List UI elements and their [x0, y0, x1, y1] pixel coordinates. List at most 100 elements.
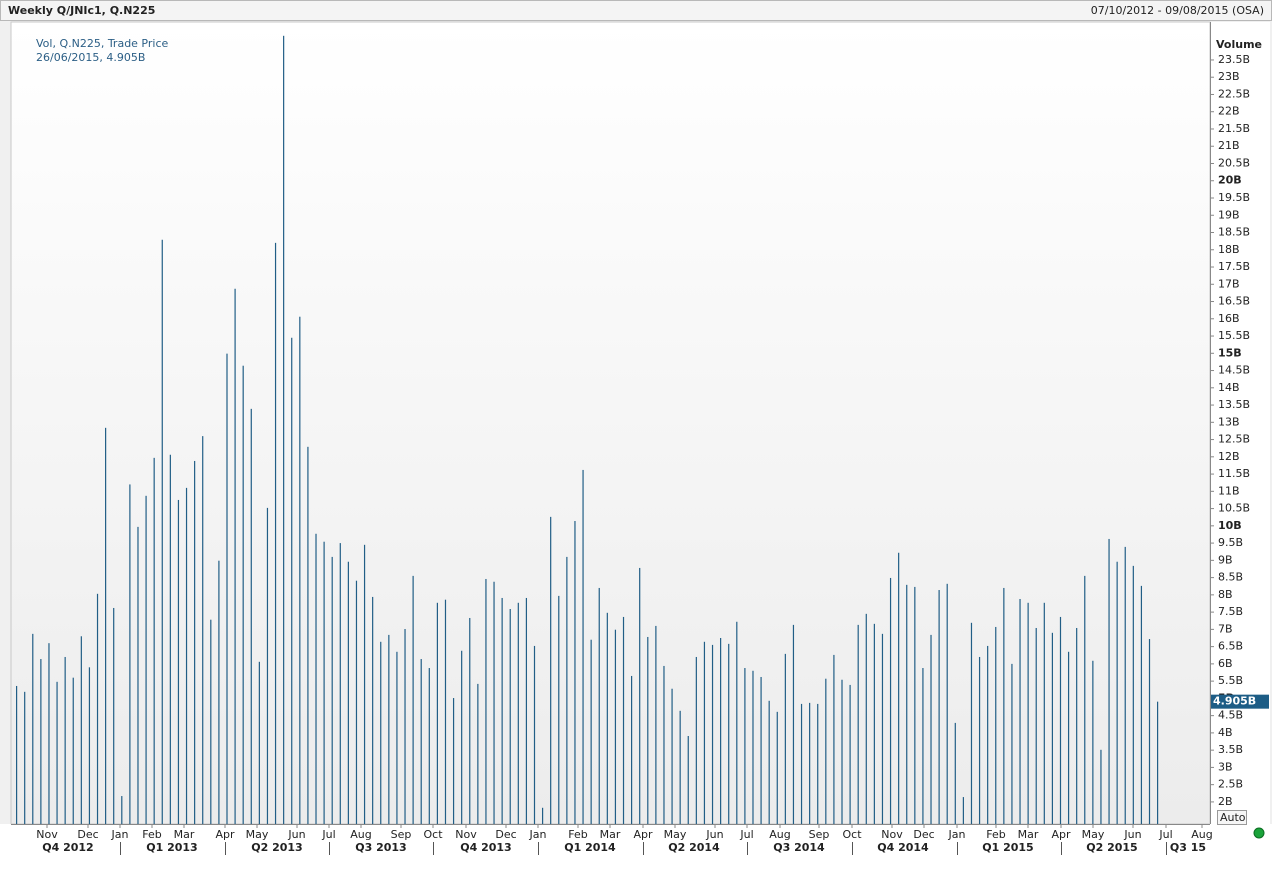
y-tick-label: 19B	[1218, 208, 1240, 221]
y-tick-label: 20.5B	[1218, 156, 1250, 169]
bar	[1003, 587, 1005, 824]
bar	[1011, 663, 1013, 824]
bar	[606, 612, 608, 824]
bar	[970, 622, 973, 824]
quarter-label: Q4 2014	[877, 841, 929, 854]
y-tick-label: 11.5B	[1218, 467, 1250, 480]
bar	[493, 581, 495, 824]
x-tick-label: Dec	[913, 828, 934, 841]
bar	[1124, 546, 1126, 824]
quarter-label: Q4 2013	[460, 841, 511, 854]
bar	[817, 703, 819, 824]
y-tick-label: 2.5B	[1218, 778, 1243, 791]
bar	[566, 556, 568, 824]
bar	[339, 543, 341, 824]
bar	[728, 643, 730, 824]
bar	[736, 621, 738, 824]
bar	[218, 560, 220, 824]
bar	[404, 629, 406, 824]
y-tick-label: 22B	[1218, 105, 1240, 118]
bar	[1043, 602, 1045, 824]
x-tick-label: Dec	[77, 828, 98, 841]
y-tick-label: 17B	[1218, 277, 1240, 290]
bar	[1076, 627, 1078, 824]
bar	[88, 667, 91, 824]
bar	[946, 583, 948, 824]
bar	[987, 645, 989, 824]
y-tick-label: 10.5B	[1218, 502, 1250, 515]
bar	[161, 239, 163, 824]
bar	[1132, 565, 1134, 824]
quarter-label: Q4 2012	[42, 841, 93, 854]
quarter-label: Q1 2015	[982, 841, 1033, 854]
bar	[865, 613, 867, 824]
y-tick-label: 20B	[1218, 174, 1242, 187]
bar	[711, 644, 714, 824]
y-tick-label: 7.5B	[1218, 605, 1243, 618]
bar	[258, 661, 260, 824]
bar	[825, 678, 827, 824]
bar	[169, 454, 171, 824]
x-tick-label: Jun	[705, 828, 723, 841]
bar	[655, 625, 657, 824]
x-tick-label: Jul	[739, 828, 753, 841]
bar	[307, 446, 309, 824]
bar	[485, 578, 487, 824]
quarter-label: Q3 15	[1170, 841, 1206, 854]
bar	[428, 668, 430, 824]
bar	[444, 599, 447, 824]
y-tick-label: 3B	[1218, 760, 1233, 773]
bar	[363, 544, 366, 824]
quarter-label: Q3 2014	[773, 841, 825, 854]
bar	[1092, 660, 1094, 824]
bar	[477, 683, 479, 824]
bar	[1116, 561, 1118, 824]
x-tick-label: Dec	[495, 828, 516, 841]
bar	[517, 602, 519, 824]
auto-button[interactable]	[1217, 810, 1247, 825]
bar	[784, 653, 786, 824]
bar	[695, 656, 697, 824]
bar	[242, 365, 244, 824]
x-tick-label: Jun	[1123, 828, 1141, 841]
y-tick-label: 17.5B	[1218, 260, 1250, 273]
bar	[388, 634, 390, 824]
chart-title: Weekly Q/JNIc1, Q.N225	[8, 4, 155, 17]
quarter-label: Q3 2013	[355, 841, 406, 854]
bar	[760, 676, 762, 824]
bar	[922, 668, 924, 824]
bar	[315, 533, 317, 824]
bar	[639, 567, 641, 824]
current-value-box	[1211, 694, 1269, 709]
bar	[469, 617, 471, 824]
x-tick-label: Mar	[174, 828, 195, 841]
bar	[24, 691, 26, 824]
bar	[283, 35, 285, 825]
date-range: 07/10/2012 - 09/08/2015 (OSA)	[1091, 4, 1264, 17]
bar	[978, 656, 981, 824]
quarter-label: Q2 2013	[251, 841, 302, 854]
bar	[533, 645, 536, 824]
bar	[1059, 616, 1062, 824]
y-tick-label: 13.5B	[1218, 398, 1250, 411]
bar	[266, 507, 269, 824]
x-tick-label: Feb	[568, 828, 587, 841]
auto-button-label[interactable]: Auto	[1220, 811, 1246, 824]
y-tick-label: 19.5B	[1218, 191, 1250, 204]
x-tick-label: Oct	[423, 828, 443, 841]
bar	[177, 499, 180, 824]
bar	[776, 711, 778, 824]
bar	[1019, 598, 1021, 824]
bar	[105, 427, 107, 824]
bar	[412, 575, 414, 824]
bar	[72, 677, 74, 824]
bar	[64, 656, 66, 824]
bar	[250, 408, 252, 824]
y-tick-label: 18B	[1218, 243, 1240, 256]
bar	[962, 797, 964, 824]
bar	[194, 460, 196, 824]
bar	[550, 516, 552, 824]
bar	[452, 698, 455, 824]
